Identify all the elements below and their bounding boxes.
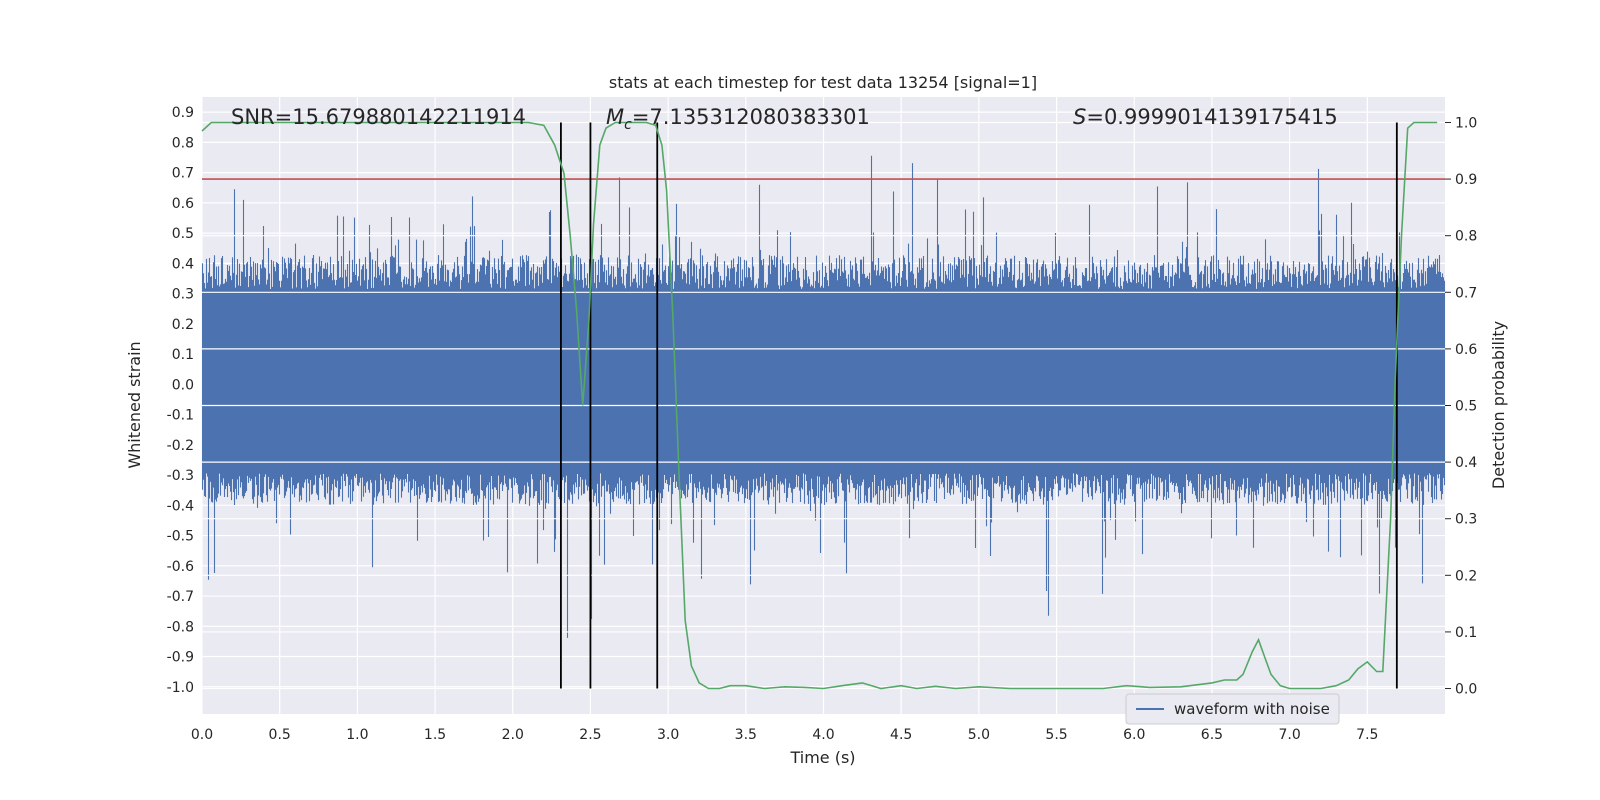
y-tick-label: 0.6 xyxy=(172,196,194,212)
x-tick-label: 2.0 xyxy=(502,727,524,743)
y-tick-label: 0.8 xyxy=(172,135,194,151)
detection-probability-series xyxy=(201,121,1438,690)
y-tick-label: -0.6 xyxy=(167,559,194,575)
score-annotation: S=0.9999014139175415 xyxy=(1073,105,1338,129)
y-tick-label: 0.1 xyxy=(172,347,194,363)
vertical-markers xyxy=(560,122,1398,689)
x-tick-label: 7.5 xyxy=(1356,727,1378,743)
x-tick-label: 3.0 xyxy=(657,727,679,743)
y2-tick-label: 1.0 xyxy=(1455,115,1477,131)
snr-annotation: SNR=15.679880142211914 xyxy=(231,105,526,129)
x-tick-label: 1.5 xyxy=(424,727,446,743)
y-tick-label: 0.5 xyxy=(172,226,194,242)
x-tick-label: 1.0 xyxy=(346,727,368,743)
x-tick-label: 6.5 xyxy=(1201,727,1223,743)
x-tick-label: 7.0 xyxy=(1278,727,1300,743)
y-tick-label: 0.0 xyxy=(172,377,194,393)
x-tick-label: 4.5 xyxy=(890,727,912,743)
y2-tick-label: 0.9 xyxy=(1455,172,1477,188)
y2-axis-label: Detection probability xyxy=(1489,321,1508,489)
x-tick-label: 6.0 xyxy=(1123,727,1145,743)
x-tick-label: 0.5 xyxy=(269,727,291,743)
y-tick-label: 0.7 xyxy=(172,166,194,182)
y2-tick-label: 0.5 xyxy=(1455,399,1477,415)
y-tick-label: 0.9 xyxy=(172,105,194,121)
chirp-mass-subscript: c xyxy=(624,117,632,133)
chirp-mass-annotation: Mc=7.135312080383301 xyxy=(606,105,870,133)
x-tick-label: 0.0 xyxy=(191,727,213,743)
y2-tick-label: 0.7 xyxy=(1455,285,1477,301)
legend-label: waveform with noise xyxy=(1174,700,1330,718)
y2-tick-label: 0.0 xyxy=(1455,682,1477,698)
x-tick-label: 2.5 xyxy=(579,727,601,743)
x-tick-label: 3.5 xyxy=(735,727,757,743)
y-tick-label: -0.4 xyxy=(167,498,194,514)
y2-axis-ticks: 1.0 0.9 0.8 0.7 0.6 0.5 0.4 0.3 0.2 0.1 0.0 xyxy=(1445,115,1477,698)
y2-tick-label: 0.2 xyxy=(1455,568,1477,584)
x-tick-label: 5.0 xyxy=(968,727,990,743)
x-axis-label: Time (s) xyxy=(789,748,855,767)
y2-tick-label: 0.3 xyxy=(1455,512,1477,528)
score-symbol: S xyxy=(1073,105,1086,129)
y2-tick-label: 0.4 xyxy=(1455,455,1477,471)
y-tick-label: -0.2 xyxy=(167,438,194,454)
x-axis-ticks: 0.0 0.5 1.0 1.5 2.0 2.5 3.0 3.5 4.0 4.5 5.0 5.5 6.0 6… xyxy=(191,727,1379,743)
waveform-with-noise-series xyxy=(201,121,1446,690)
y-tick-label: -0.5 xyxy=(167,529,194,545)
waveform-core xyxy=(202,289,1445,474)
y-tick-label: -0.8 xyxy=(167,619,194,635)
x-tick-label: 4.0 xyxy=(812,727,834,743)
legend: waveform with noise xyxy=(1125,693,1340,725)
score-value: =0.9999014139175415 xyxy=(1086,105,1337,129)
legend-box xyxy=(1125,693,1340,725)
y-tick-label: 0.2 xyxy=(172,317,194,333)
y-tick-label: -0.1 xyxy=(167,408,194,424)
y-axis-ticks: 0.9 0.8 0.7 0.6 0.5 0.4 0.3 0.2 0.1 0.0 -0.1 -0.2 -0… xyxy=(167,105,194,696)
y2-tick-label: 0.1 xyxy=(1455,625,1477,641)
chirp-mass-symbol: M xyxy=(606,105,624,129)
y2-tick-label: 0.8 xyxy=(1455,229,1477,245)
y-tick-label: 0.4 xyxy=(172,256,194,272)
y-tick-label: -1.0 xyxy=(167,680,194,696)
chirp-mass-value: =7.135312080383301 xyxy=(632,105,870,129)
y-tick-label: -0.7 xyxy=(167,589,194,605)
y-axis-label: Whitened strain xyxy=(125,341,144,468)
x-tick-label: 5.5 xyxy=(1045,727,1067,743)
y-tick-label: -0.9 xyxy=(167,650,194,666)
y-tick-label: -0.3 xyxy=(167,468,194,484)
chart-title: stats at each timestep for test data 132… xyxy=(609,73,1037,92)
y-tick-label: 0.3 xyxy=(172,287,194,303)
y2-tick-label: 0.6 xyxy=(1455,342,1477,358)
